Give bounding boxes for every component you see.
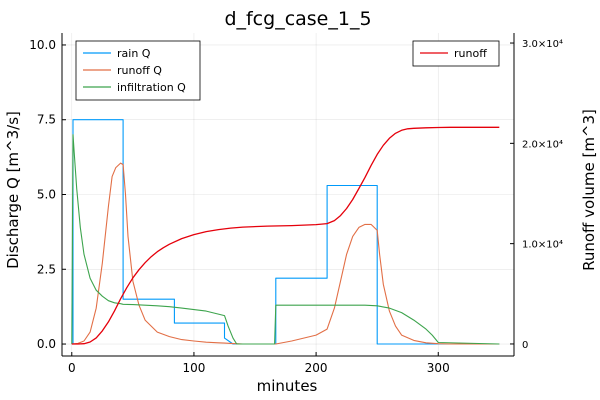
- y-axis-label-right: Runoff volume [m^3]: [580, 109, 598, 271]
- legend-entry-label: runoff: [454, 47, 487, 60]
- y-tick-label-right: 0: [522, 340, 528, 351]
- y-tick-label-right: 3.0×10⁴: [522, 39, 563, 50]
- x-tick-label: 200: [305, 361, 328, 375]
- y-tick-label-left: 0.0: [37, 337, 56, 351]
- x-tick-label: 300: [427, 361, 450, 375]
- legend-left: rain Q runoff Q infiltration Q: [75, 40, 201, 101]
- y-tick-label-left: 7.5: [37, 113, 56, 127]
- legend-right: runoff: [412, 40, 500, 67]
- y-tick-label-right: 2.0×10⁴: [522, 139, 563, 150]
- y-axis-label-left: Discharge Q [m^3/s]: [4, 111, 22, 269]
- y-tick-label-right: 1.0×10⁴: [522, 240, 563, 251]
- series-runoff-q-line: [71, 162, 500, 345]
- y-tick-label-left: 2.5: [37, 262, 56, 276]
- y-tick-label-left: 10.0: [29, 38, 56, 52]
- x-tick-label: 0: [68, 361, 76, 375]
- series-runoff-line: [71, 126, 500, 345]
- x-tick-label: 100: [182, 361, 205, 375]
- series-infiltration-q-line: [71, 134, 500, 345]
- legend-entry-label: runoff Q: [117, 64, 162, 77]
- axes: 0 100 200 300 0.0 2.5 5.0 7.5 10.0 0 1.0×10⁴ 2.0×10…: [29, 33, 563, 375]
- x-axis-label: minutes: [257, 377, 318, 395]
- chart-title: d_fcg_case_1_5: [224, 8, 371, 30]
- plot-area: [71, 119, 500, 345]
- series-rain-q-line: [71, 119, 500, 345]
- legend-entry-label: infiltration Q: [117, 81, 186, 94]
- y-tick-label-left: 5.0: [37, 188, 56, 202]
- legend-entry-label: rain Q: [117, 47, 151, 60]
